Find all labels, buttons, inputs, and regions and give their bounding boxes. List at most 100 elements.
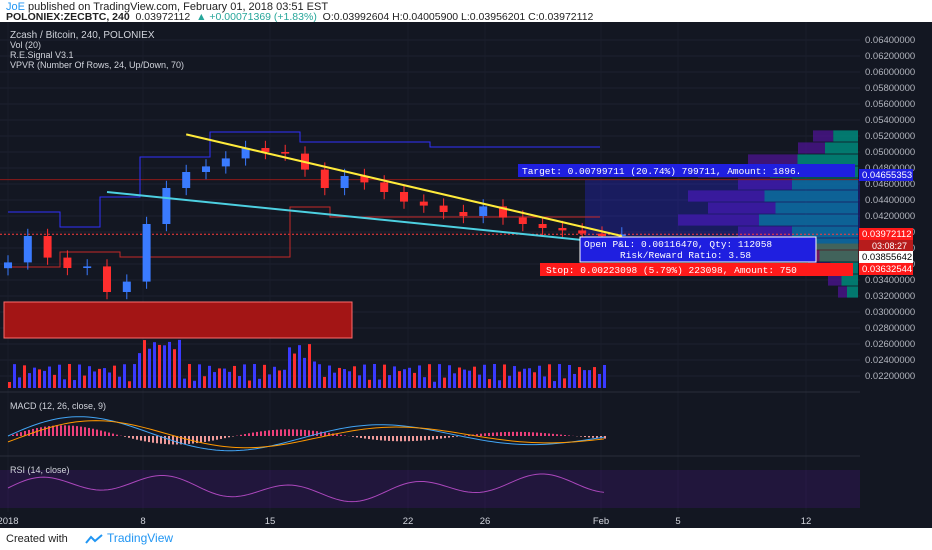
volume-bar [223, 368, 226, 388]
tradingview-link[interactable]: TradingView [85, 531, 173, 545]
volume-bar [518, 371, 521, 388]
indicator-panes: 0.00200.000080.000060.000040.0000 [0, 391, 932, 509]
candle-body [558, 228, 567, 231]
created-with-label: Created with [6, 533, 68, 545]
candle-body [43, 236, 52, 258]
macd-histogram-bar [136, 436, 138, 440]
volume-bar [243, 364, 246, 388]
stop-price-tag [859, 263, 913, 275]
stop-box[interactable] [540, 263, 853, 276]
rsi-label[interactable]: RSI (14, close) [10, 465, 70, 475]
macd-histogram-bar [144, 436, 146, 442]
macd-histogram-bar [264, 430, 266, 436]
macd-histogram-bar [580, 436, 582, 437]
macd-histogram-bar [404, 436, 406, 442]
macd-histogram-bar [276, 429, 278, 436]
volume-bar [368, 379, 371, 388]
macd-histogram-bar [260, 431, 262, 436]
vpvr-bar-up [764, 190, 858, 202]
time-tick-label: Feb [593, 516, 609, 527]
volume-bar [198, 364, 201, 388]
macd-histogram-bar [360, 436, 362, 438]
legend-vol[interactable]: Vol (20) [10, 40, 41, 50]
macd-histogram-bar [412, 436, 414, 442]
volume-bar [278, 370, 281, 388]
macd-histogram-bar [336, 434, 338, 436]
macd-histogram-bar [376, 436, 378, 440]
macd-histogram-bar [180, 436, 182, 445]
candle-body [23, 236, 32, 263]
vpvr-bar-up [819, 250, 858, 262]
volume-bar [98, 368, 101, 388]
time-tick-label: 2018 [0, 516, 19, 527]
volume-bar [163, 345, 166, 388]
volume-bar [453, 373, 456, 388]
volume-bar [293, 353, 296, 388]
last-price-value: 0.03972112 [862, 229, 912, 240]
volume-bar [523, 368, 526, 388]
volume-bar [338, 367, 341, 388]
macd-histogram-bar [452, 436, 454, 438]
candle-body [162, 188, 171, 224]
time-axis[interactable]: 2018 8 15 22 26 Feb 5 12 [0, 516, 811, 527]
macd-histogram-bar [40, 427, 42, 436]
author-link[interactable]: JoE [6, 1, 25, 13]
macd-histogram-bar [168, 436, 170, 445]
volume-bar [253, 364, 256, 388]
publish-line: JoE published on TradingView.com, Februa… [6, 1, 328, 13]
chart-canvas[interactable]: 0.00200.000080.000060.000040.0000 Zcash … [0, 22, 932, 528]
macd-histogram-bar [140, 436, 142, 441]
volume-bar [158, 344, 161, 388]
macd-histogram-bar [220, 436, 222, 439]
volume-bar [333, 372, 336, 388]
macd-histogram-bar [544, 433, 546, 436]
macd-histogram-bar [448, 436, 450, 438]
price-tick-label: 0.02800000 [865, 323, 915, 334]
macd-histogram-bar [568, 435, 570, 436]
volume-bar [413, 372, 416, 388]
macd-histogram-bar [400, 436, 402, 442]
price-axis[interactable]: 0.06400000 0.06200000 0.06000000 0.05800000… [859, 22, 932, 528]
volume-bar [393, 366, 396, 388]
volume-bar [143, 340, 146, 388]
macd-histogram-bar [284, 429, 286, 436]
macd-histogram-bar [228, 436, 230, 438]
volume-bar [153, 342, 156, 388]
volume-bar [213, 372, 216, 388]
vpvr-bar-up [808, 238, 858, 250]
macd-histogram-bar [532, 432, 534, 436]
price-candles [4, 140, 626, 300]
macd-histogram-bar [176, 436, 178, 445]
vpvr-bar-up [775, 202, 858, 214]
vpvr-bar-down [738, 178, 792, 190]
macd-histogram-bar [440, 436, 442, 439]
macd-histogram-bar [516, 431, 518, 436]
volume-bar [428, 364, 431, 388]
volume-bar [148, 348, 151, 388]
macd-histogram-bar [564, 435, 566, 436]
legend-signal[interactable]: R.E.Signal V3.1 [10, 50, 74, 60]
price-tick-label: 0.05200000 [865, 131, 915, 142]
macd-histogram-bar [504, 432, 506, 436]
signal-lower-line [8, 206, 600, 268]
macd-histogram-bar [476, 434, 478, 436]
legend-vpvr[interactable]: VPVR (Number Of Rows, 24, Up/Down, 70) [10, 60, 184, 70]
price-tick-label: 0.04400000 [865, 195, 915, 206]
macd-histogram-bar [44, 426, 46, 436]
chart-area[interactable]: 0.00200.000080.000060.000040.0000 Zcash … [0, 22, 932, 528]
macd-histogram-bar [512, 431, 514, 436]
target-box[interactable] [518, 164, 855, 177]
volume-bar [23, 365, 26, 388]
time-tick-label: 22 [403, 516, 414, 527]
macd-histogram-bar [496, 432, 498, 436]
macd-histogram-bar [52, 425, 54, 436]
macd-line [7, 416, 605, 452]
macd-histogram-bar [100, 430, 102, 436]
macd-histogram-bar [216, 436, 218, 440]
volume-bar [583, 370, 586, 388]
pnl-box[interactable] [579, 236, 817, 263]
macd-histogram-bar [388, 436, 390, 441]
time-tick-label: 26 [480, 516, 491, 527]
macd-label[interactable]: MACD (12, 26, close, 9) [10, 401, 106, 411]
price-tick-label: 0.02400000 [865, 355, 915, 366]
